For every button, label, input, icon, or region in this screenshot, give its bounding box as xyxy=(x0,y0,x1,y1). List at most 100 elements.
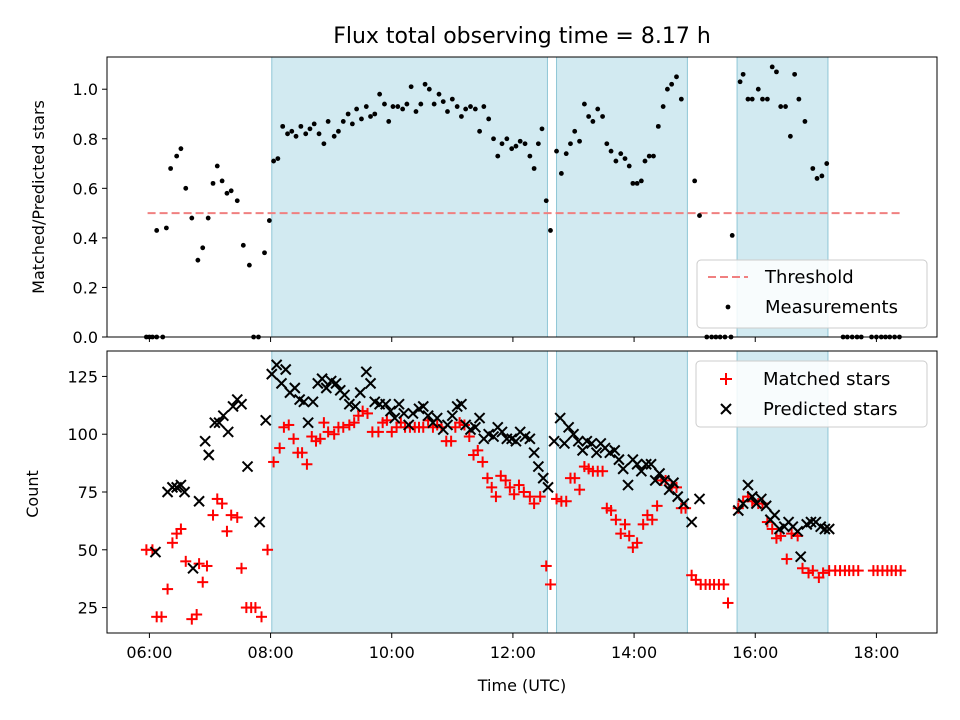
ratio-ytick-label: 0.4 xyxy=(73,229,98,248)
measurement-point xyxy=(214,163,220,169)
predicted-point xyxy=(260,414,272,427)
predicted-point-b xyxy=(253,516,266,528)
counts-xtick-label: 14:00 xyxy=(611,643,657,662)
predicted-point xyxy=(307,396,319,408)
measurement-point xyxy=(651,153,656,159)
measurement-point xyxy=(495,153,501,159)
matched-point xyxy=(216,498,228,510)
predicted-point-b xyxy=(528,446,540,459)
predicted-point-b xyxy=(266,368,278,380)
measurement-point xyxy=(531,166,537,171)
measurement-point xyxy=(404,101,410,107)
predicted-point-b xyxy=(455,398,468,410)
predicted-point xyxy=(354,386,366,399)
predicted-point-b xyxy=(558,437,571,450)
measurement-point xyxy=(824,161,830,166)
matched-point xyxy=(551,493,563,505)
measurement-point xyxy=(522,141,528,147)
predicted-point-b xyxy=(369,396,381,408)
measurement-point xyxy=(622,156,628,161)
measurement-point xyxy=(577,138,582,144)
matched-point xyxy=(610,514,622,526)
matched-point xyxy=(162,583,174,595)
matched-point xyxy=(175,523,187,535)
legend-measurements-label: Measurements xyxy=(765,297,898,318)
predicted-point xyxy=(199,435,211,447)
predicted-point-b xyxy=(166,481,179,494)
measurement-point xyxy=(630,180,636,186)
predicted-point xyxy=(193,495,205,507)
legend-measurements-swatch xyxy=(725,304,731,310)
matched-point xyxy=(343,419,355,431)
matched-point xyxy=(807,565,819,577)
predicted-point-b xyxy=(289,382,301,394)
matched-point xyxy=(274,442,286,454)
measurement-point xyxy=(554,148,559,154)
predicted-point xyxy=(187,562,199,574)
measurement-point xyxy=(472,106,478,112)
predicted-point-b xyxy=(768,509,781,521)
matched-point xyxy=(637,518,649,530)
matched-point xyxy=(518,486,530,498)
predicted-point-b xyxy=(235,398,248,410)
matched-point xyxy=(797,562,809,574)
predicted-point-b xyxy=(805,516,817,528)
measurement-point xyxy=(285,131,290,137)
predicted-point-b xyxy=(360,366,373,378)
matched-point xyxy=(381,414,393,426)
ratio-y-ticks: 0.0 0.2 0.4 0.6 0.8 1.0 xyxy=(73,80,107,347)
predicted-point xyxy=(567,428,580,440)
measurement-point xyxy=(359,116,364,122)
matched-point xyxy=(278,421,290,433)
matched-point xyxy=(852,565,864,577)
legend-threshold-label: Threshold xyxy=(764,267,854,288)
predicted-point xyxy=(746,490,758,503)
predicted-point-b xyxy=(622,479,634,491)
measurement-point xyxy=(517,138,523,144)
predicted-point-b xyxy=(663,483,675,496)
measurement-point xyxy=(509,146,515,152)
predicted-point xyxy=(213,416,225,429)
predicted-point xyxy=(431,412,443,424)
predicted-point xyxy=(590,446,603,459)
ratio-y-axis-label: Matched/Predicted stars xyxy=(29,100,48,294)
measurement-point xyxy=(572,128,578,134)
matched-point xyxy=(508,488,520,500)
counts-band-0 xyxy=(271,350,548,634)
predicted-point xyxy=(320,382,333,394)
predicted-point-b xyxy=(532,460,545,473)
predicted-point-b xyxy=(280,363,292,376)
ratio-panel: 0.0 0.2 0.4 0.6 0.8 1.0 Matched/Predicted sta… xyxy=(29,56,938,347)
predicted-point-b xyxy=(431,412,443,424)
predicted-point-b xyxy=(585,437,598,450)
matched-point xyxy=(268,456,280,468)
matched-point xyxy=(486,481,498,493)
predicted-point-b xyxy=(519,430,531,443)
predicted-point xyxy=(175,479,187,491)
predicted-point xyxy=(542,481,554,494)
predicted-point xyxy=(645,458,657,470)
counts-xtick-label: 12:00 xyxy=(490,643,536,662)
predicted-point xyxy=(289,382,301,394)
predicted-point-b xyxy=(203,449,215,461)
matched-point xyxy=(513,479,525,491)
predicted-point xyxy=(446,410,459,422)
predicted-point xyxy=(819,523,831,535)
measurement-point xyxy=(246,262,252,268)
predicted-point xyxy=(791,525,804,538)
measurement-point xyxy=(262,250,267,256)
matched-point xyxy=(348,417,360,429)
measurement-point xyxy=(481,104,487,109)
measurement-point xyxy=(613,158,619,164)
predicted-point xyxy=(732,504,744,517)
predicted-point-b xyxy=(631,458,643,470)
measurement-point xyxy=(219,178,225,184)
measurement-point xyxy=(745,96,751,102)
matched-point xyxy=(288,433,300,445)
measurement-point xyxy=(543,198,549,204)
matched-point xyxy=(524,491,536,503)
measurement-point xyxy=(463,106,469,112)
measurement-point xyxy=(303,131,309,137)
counts-xtick-label: 08:00 xyxy=(248,643,294,662)
measurement-point xyxy=(755,86,761,92)
